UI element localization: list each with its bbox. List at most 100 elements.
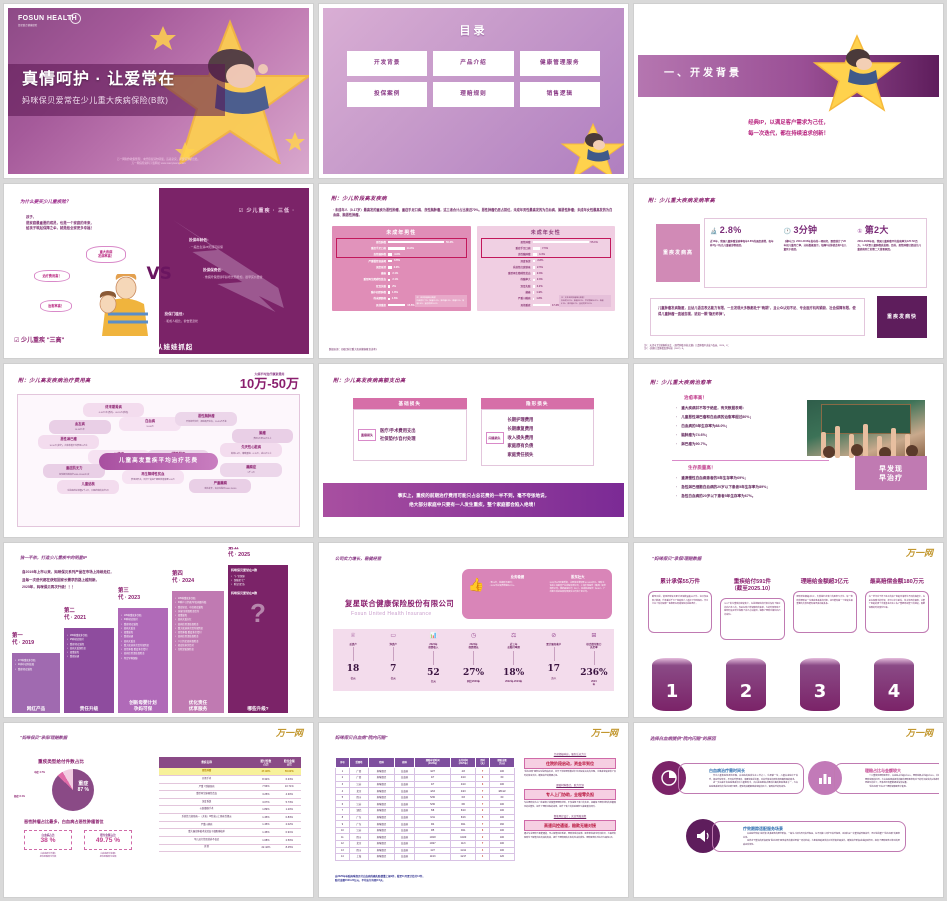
s11-highlight-card: 👍 业务稳健 · 至24年，连续四年盈利； · 2024年总保费增速达27%。 …	[462, 569, 612, 620]
table-cell: 白血病	[393, 853, 415, 861]
bar-value: 7.5%	[542, 246, 549, 250]
list-item: 淋巴瘤为90.7%。	[676, 442, 816, 446]
list-item: 脑肿瘤为74.6%；	[676, 433, 816, 437]
thumbs-up-icon: 👍	[468, 577, 485, 593]
pie-chart: 重症 87 %	[52, 769, 94, 812]
s8-col-basic: 基础损失 直接损失 医疗/手术费用支出 社保垫付/自付处理	[353, 397, 467, 467]
slide-11-company[interactable]: 公司实力增长，稳健经营 复星联合健康保险股份有限公司 Fosun United …	[318, 542, 629, 719]
clock-icon: 🕐	[783, 228, 792, 235]
s6-stat-1: 🔬 2.8% 近10年，我国儿童肿瘤发病率每年2.8%的速度递增，每年有3万-4万…	[705, 219, 779, 287]
metric-divider	[473, 650, 474, 665]
s14-canvas: 妈咪保贝白血病"院内闪赔" 万一网 序号 受理地 险种 病种 理赔申请时间 (2025年…	[323, 727, 624, 893]
s6-card-speed: 重疾发病快	[877, 295, 927, 338]
slide-1-cover[interactable]: FOSUN HEALTH 复星联合健康保险 真情呵护 · 让爱常在 妈咪保贝爱常…	[3, 3, 314, 179]
toc-item-4[interactable]: 投保案例	[347, 81, 428, 107]
s7-center-label: 儿童高发重疾平均治疗花费	[99, 452, 218, 470]
bar	[532, 253, 537, 257]
toc-item-5[interactable]: 理赔规则	[433, 81, 514, 107]
cost-bubble-value: 简单2-4万，瓣膜置换、6-15万，或15万以上	[230, 452, 272, 455]
slide-13-pie-table[interactable]: "妈咪保贝"承保/理赔数据 万一网 重疾类型给付件数占比 重症 87 % 中症 …	[3, 722, 314, 898]
s7-bubble-canvas: 终末期肾病 6-10万/年(透析)、40-55万(移植) 血友病 10-30万/年 白血…	[17, 393, 300, 528]
table-cell: 10/18	[413, 833, 452, 841]
bar-row: 深度昏迷 3.2%	[335, 264, 468, 270]
bar-label: 终脑率大	[520, 278, 531, 282]
table-cell: 北京	[348, 840, 370, 848]
s6-card-incidence: 重疾发病高	[656, 223, 700, 282]
s15-title: 选择白血病提供"院内闪赔"的原因	[650, 736, 716, 742]
s15-card3-head: 疗效跟踪适配服务场景	[743, 826, 783, 832]
table-row: 6 江苏 妈咪保贝 白血病 5/30 6/6 7 100	[335, 800, 516, 809]
slide-3-section-header[interactable]: 一、开发背景 经典IP，以满足客户需求为己任， 每一次迭代，都在持续追求创新！	[633, 3, 944, 179]
s4-right-block-2: 投保保费低： · 重疾险保费随年龄增长而增加，趁早买价更省	[203, 266, 279, 280]
table-cell: 4/10	[450, 774, 477, 782]
table-cell: 恶性肿瘤	[159, 768, 255, 777]
s10-para-2: 且每一次迭代都在获知回家长需求的路上越刻新。	[22, 577, 99, 582]
table-cell: 4	[475, 853, 490, 861]
feature-item: 重疾/轻症豁免	[67, 643, 111, 647]
s13-canvas: "妈咪保贝"承保/理赔数据 万一网 重疾类型给付件数占比 重症 87 % 中症 …	[8, 727, 309, 893]
feature-item: 30种轻症赔付	[121, 618, 165, 622]
slide-2-toc[interactable]: 目录 开发背景 产品介绍 健康管理服务 投保案例 理赔规则 销售逻辑	[318, 3, 629, 179]
slide-12-underwriting[interactable]: "妈咪保贝"承保/理赔数据 万一网 累计承保55万件 截至目前，使用妈咪保贝累计承…	[633, 542, 944, 719]
table-cell: 白血病	[393, 840, 415, 848]
table-cell: 2.50%	[277, 836, 301, 845]
logo-ring-icon	[70, 13, 81, 24]
slide-4-vs[interactable]: 为什么要买少儿重疾险？ 孩子， 是家庭最重要的成员，也是一个家庭的未来， 给孩子…	[3, 182, 314, 359]
table-cell: 8.32%	[254, 775, 278, 784]
toc-item-3[interactable]: 健康管理服务	[519, 50, 600, 76]
table-cell: 11	[335, 833, 350, 841]
slide-7-treatment-cost[interactable]: 附：少儿高发疾病治疗费用高 大病平均治疗康复费用 10万-50万 终末期肾病 6-…	[3, 362, 314, 539]
slide-14-claims-table[interactable]: 妈咪保贝白血病"院内闪赔" 万一网 序号 受理地 险种 病种 理赔申请时间 (2025年…	[318, 722, 629, 898]
table-cell: 白血病	[393, 833, 415, 841]
generation-features: 173种重疾多次赔21种中症附加赔重疾/轻症豁免	[15, 659, 57, 672]
bar-label: 严重慢性肾衰竭	[368, 259, 386, 263]
toc-item-6[interactable]: 销售逻辑	[519, 81, 600, 107]
s4-bubble-3: 治愈率高！	[40, 299, 72, 313]
metric-divider	[352, 647, 354, 662]
s8-col1-body: 直接损失 医疗/手术费用支出 社保垫付/自付处理	[353, 409, 467, 462]
table-cell: 100	[488, 767, 516, 776]
metric-unit: 2024 年	[591, 679, 597, 687]
table-header-cell: 赔付件数 占比	[254, 757, 278, 769]
metric-label: 总资产	[349, 642, 357, 646]
table-cell: 5	[335, 793, 350, 802]
chart-male-note: 注：恶性肿瘤细分数据： 白血病27.7%、脑瘤20.1%、淋巴瘤6.9%、骨瘤3…	[414, 295, 467, 308]
table-header-cell: 受理地	[348, 757, 370, 769]
table-row: 开颅手术 8.32% 6.33%	[159, 775, 301, 784]
cost-bubble-name: 再生障碍性贫血	[141, 471, 165, 476]
feature-item: 重大疾病多次给付保险金	[121, 644, 165, 648]
toc-item-2[interactable]: 产品介绍	[433, 50, 514, 76]
table-cell: 4/7	[413, 774, 452, 782]
bar-row: 重型再生障碍性贫血 2.3%	[480, 271, 613, 277]
bar-label: 其他重疾	[375, 303, 386, 307]
microscope-icon: 🔬	[710, 228, 718, 235]
slide-9-cure-rate[interactable]: 附：少儿重大疾病治愈率 治愈率高！ 重大疾病并不等于绝症，有关数据表明： 儿童恶性…	[633, 362, 944, 539]
bar-value: 2.1%	[392, 278, 399, 282]
table-cell: 13	[335, 846, 350, 855]
slide-6-incidence[interactable]: 附：少儿重大疾病发病率高 重疾发病高 🔬 2.8% 近10年，我国儿童肿瘤发病率每…	[633, 182, 944, 359]
table-cell: 10	[335, 826, 350, 835]
feature-item: 重疾/轻症豁免	[15, 668, 57, 672]
s8-col2-items: 长期护理费用 长期康复费用 收入损失费用 家庭原有负债 家庭责任损失	[508, 416, 534, 459]
slide-5-disease-bars[interactable]: 附：少儿阶段高发疾病 · 未成年人（0-17岁）最高发的重疾为恶性肿瘤、重症手足…	[318, 182, 629, 359]
metric-label: 近三年 总赔付率超	[507, 642, 520, 650]
feature-item: 少儿特定疾病保险金	[175, 640, 221, 644]
slide-10-generations[interactable]: 独一不依，打造少儿重疾中的明星IP 自2019年上市以来，妈咪保贝系列产品在市场…	[3, 542, 314, 719]
bar	[388, 278, 391, 282]
feature-item: 173种重疾多次赔	[15, 659, 57, 663]
toc-item-1[interactable]: 开发背景	[347, 50, 428, 76]
table-cell: 4/7	[413, 780, 452, 789]
table-row: 3 江苏 妈咪保贝 白血病 4/7 4/10 3 100	[335, 780, 516, 789]
table-cell: 0.91%	[277, 828, 301, 837]
feature-item: 疾病关爱金	[121, 640, 165, 644]
claims-card-body: 591个发生重疾的家庭客户，在前期保险的时候并没有了解过的自己亲人的，仅是在客户…	[720, 598, 785, 641]
question-mark-icon: ?	[250, 598, 266, 629]
table-cell: 四川	[348, 833, 370, 841]
table-header-row: 序号 受理地 险种 病种 理赔申请时间 (2025年) 支付时间 (2025年) 用时 (天…	[335, 757, 516, 769]
slide-8-losses[interactable]: 附：少儿高发疾病高额支出高 基础损失 直接损失 医疗/手术费用支出 社保垫付/自…	[318, 362, 629, 539]
s6-canvas: 附：少儿重大疾病发病率高 重疾发病高 🔬 2.8% 近10年，我国儿童肿瘤发病率每…	[638, 188, 939, 354]
s14-table-body: 1 广西 妈咪保贝 白血病 3/27 4/3 7 100 2 广西 妈咪保贝 白血病 4/7 4/10 3 6…	[335, 767, 516, 861]
s10-para-3: 2025年，妈咪保贝再次升级！！！	[22, 585, 76, 590]
slide-15-reasons[interactable]: 选择白血病提供"院内闪赔"的原因 万一网 白血病治疗需时间长 作为儿童疾病和恶性…	[633, 722, 944, 898]
